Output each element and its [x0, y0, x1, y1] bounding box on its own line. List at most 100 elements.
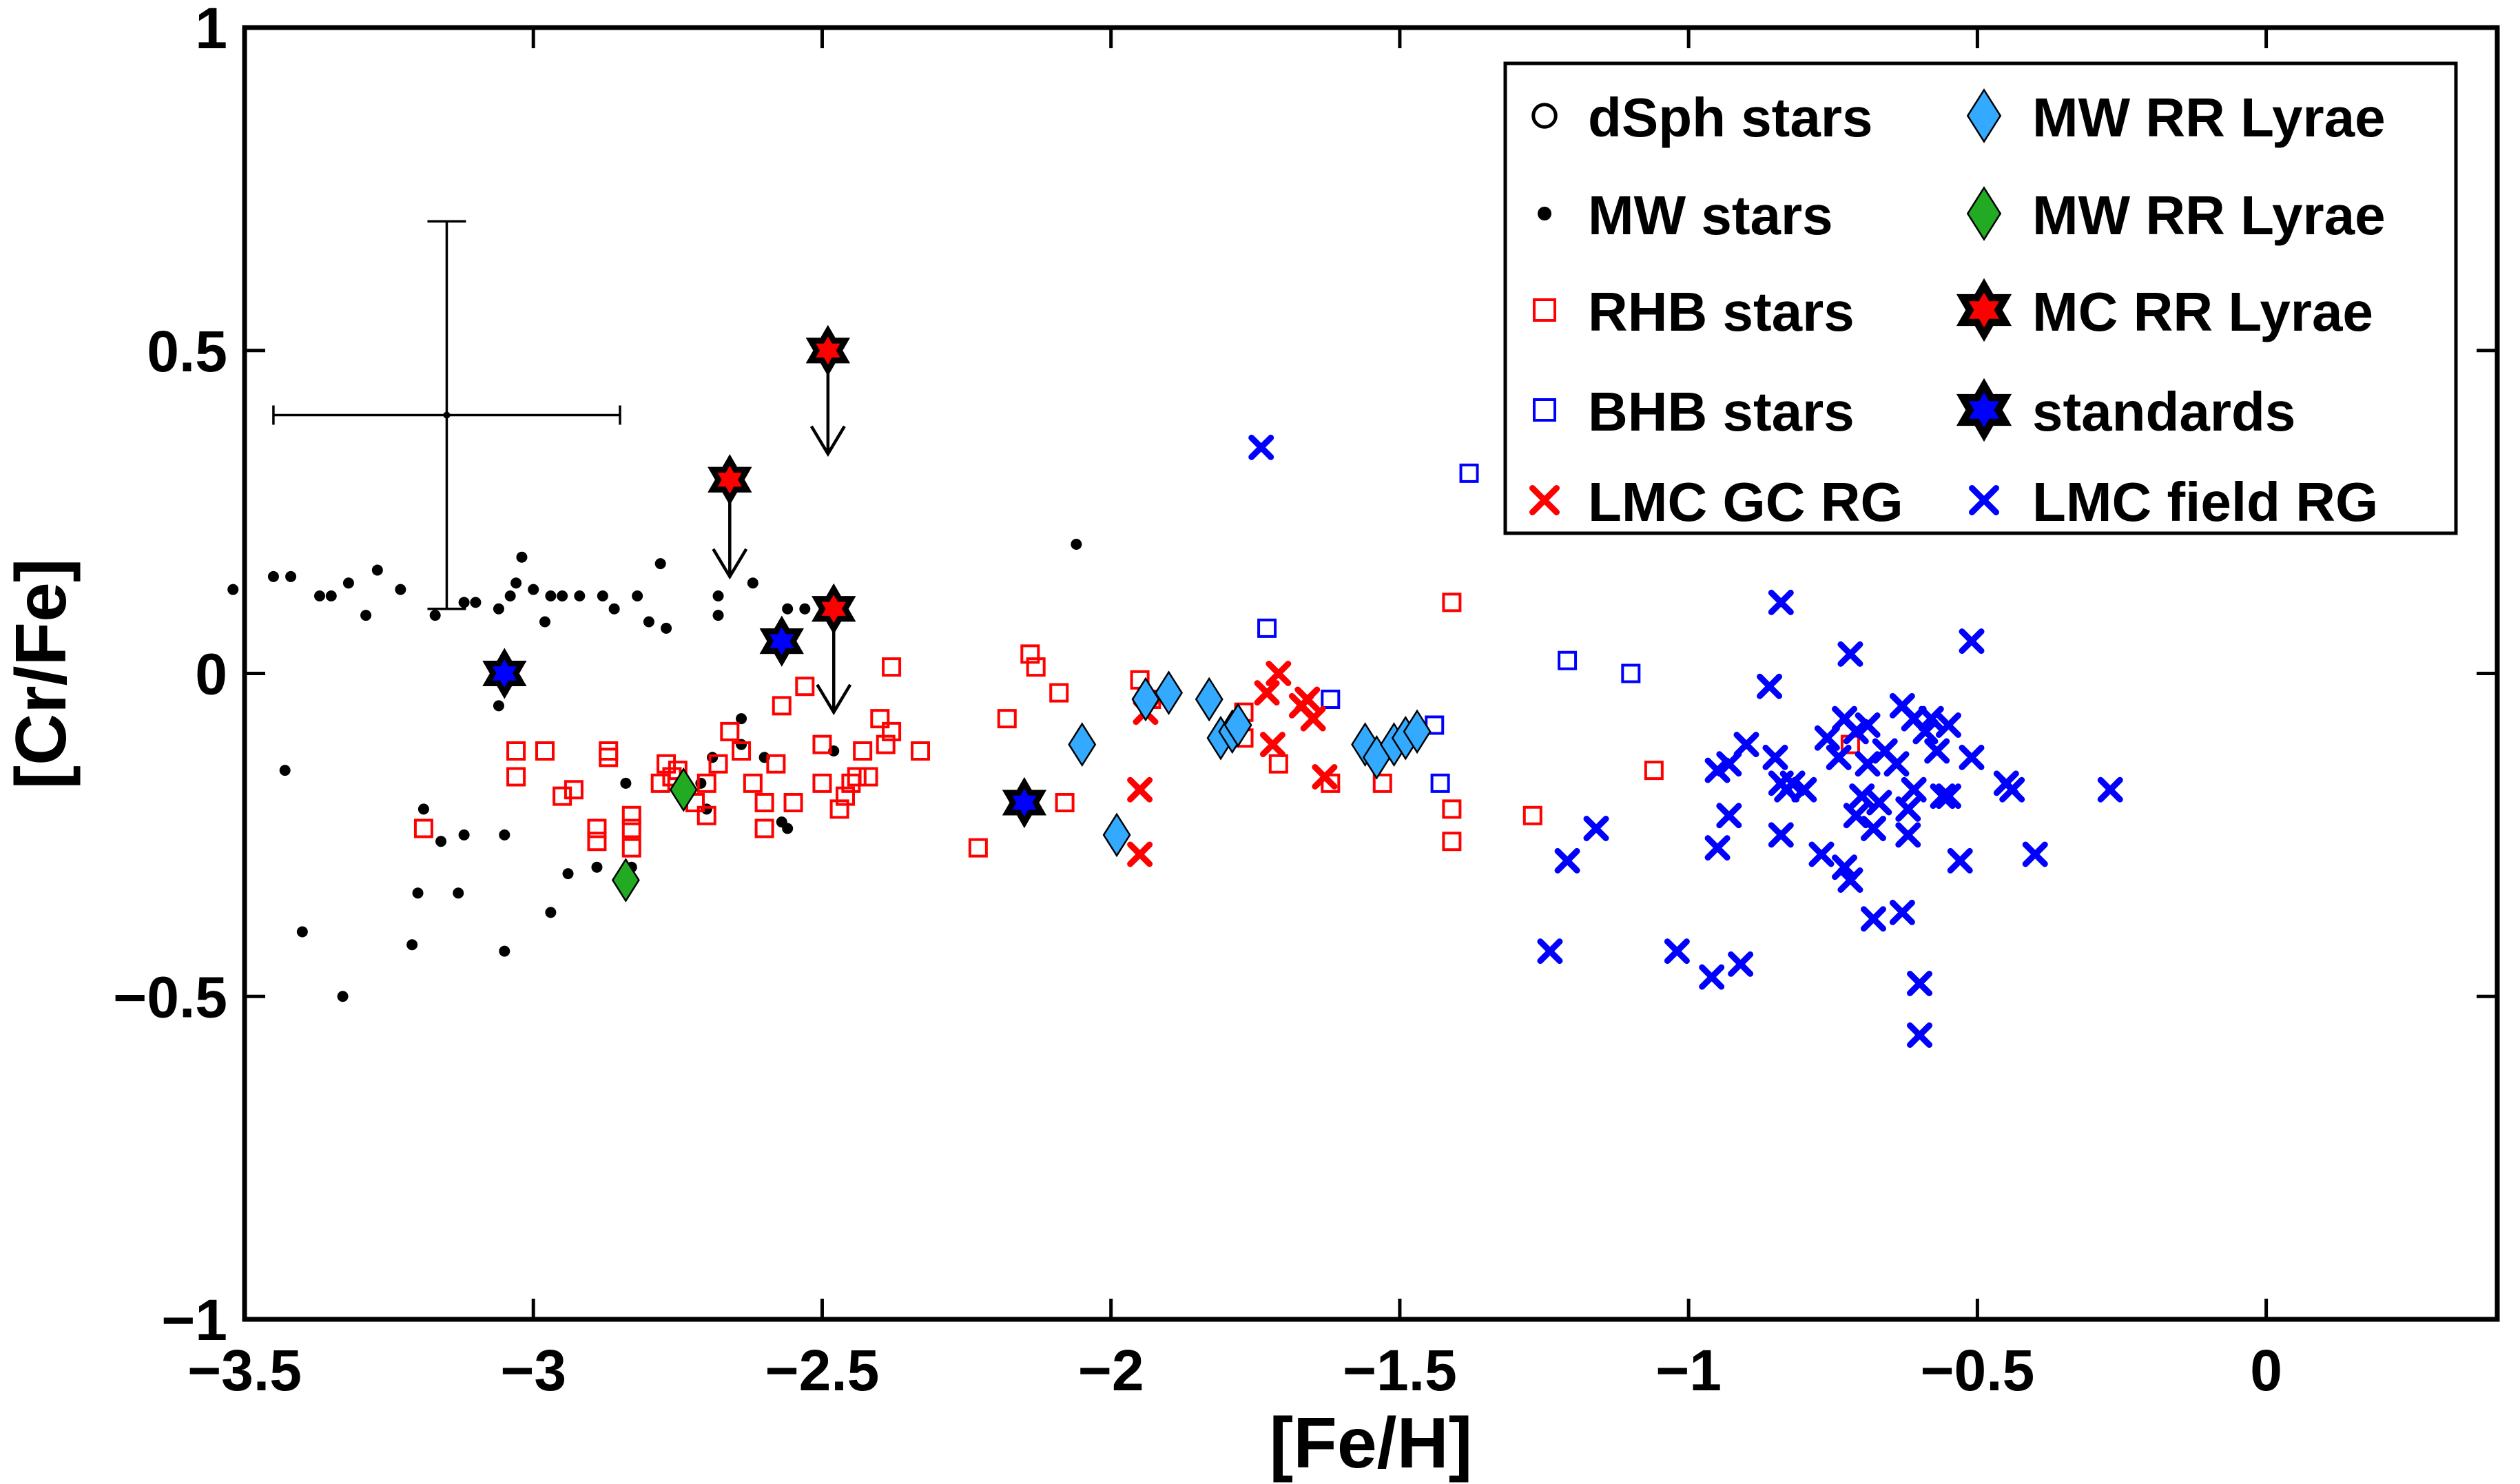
y-tick-label: 1 — [195, 0, 227, 61]
data-point — [504, 590, 516, 601]
legend-marker — [1969, 485, 1999, 515]
data-point — [1716, 751, 1742, 777]
data-point — [1924, 738, 1950, 764]
data-point — [1889, 899, 1915, 925]
data-point — [1779, 770, 1806, 796]
data-point — [720, 721, 740, 741]
legend: dSph stars MW stars RHB stars BHB stars LMC … — [1503, 61, 2458, 535]
data-point — [766, 754, 786, 774]
data-point — [1768, 589, 1794, 615]
data-point — [1704, 757, 1731, 783]
data-point — [754, 793, 774, 812]
data-point — [696, 805, 716, 825]
data-point — [493, 700, 504, 712]
legend-label: MW RR Lyrae — [2032, 185, 2386, 246]
data-point — [1131, 677, 1160, 722]
data-point — [1268, 754, 1288, 774]
data-point — [499, 945, 510, 957]
x-tick-label: −1.5 — [1343, 1338, 1457, 1403]
data-point — [621, 838, 641, 858]
data-point — [1294, 686, 1321, 712]
data-point — [429, 610, 441, 621]
x-tick-label: 0 — [2250, 1338, 2282, 1403]
x-tick-label: −3 — [500, 1338, 566, 1403]
data-point — [1699, 964, 1725, 990]
data-point — [847, 767, 867, 787]
data-point — [395, 584, 406, 595]
data-point — [279, 765, 291, 776]
data-point — [552, 786, 572, 806]
data-point — [650, 773, 670, 793]
ticks-layer: −3.5 −3 −2.5 −2 −1.5 −1 −0.5 0 −1 −0.5 0 0.5 1 — [113, 0, 2497, 1403]
data-point — [1704, 835, 1731, 861]
data-point — [1558, 650, 1578, 670]
data-point — [968, 838, 988, 858]
data-point — [747, 577, 758, 589]
data-point — [1127, 776, 1153, 803]
series-mw-stars — [227, 539, 1088, 1002]
data-point — [337, 991, 349, 1002]
data-point — [795, 677, 815, 697]
data-point — [1312, 764, 1338, 790]
data-point — [470, 597, 482, 608]
legend-marker — [1538, 207, 1551, 220]
data-point — [812, 773, 832, 793]
data-point — [1026, 657, 1046, 677]
x-axis-label: [Fe/H] — [1270, 1403, 1473, 1483]
data-point — [836, 786, 855, 806]
data-point-top-core — [816, 336, 840, 365]
x-tick-label: −2 — [1078, 1338, 1144, 1403]
data-point — [1814, 725, 1840, 751]
data-point — [591, 861, 603, 873]
data-point — [417, 803, 429, 815]
data-point — [2022, 841, 2048, 867]
data-point — [1808, 841, 1835, 867]
data-point — [564, 780, 583, 800]
data-point — [1621, 663, 1641, 683]
data-point — [853, 741, 873, 761]
data-point — [1860, 816, 1886, 841]
data-point — [858, 767, 878, 787]
x-tick-label: −3.5 — [187, 1338, 302, 1403]
legend-label: MW stars — [1588, 185, 1833, 246]
data-point — [812, 734, 832, 754]
data-point — [621, 818, 641, 838]
data-point — [574, 590, 586, 601]
data-point — [493, 603, 504, 615]
data-point — [754, 818, 774, 838]
data-point — [1254, 680, 1280, 706]
data-point — [413, 818, 433, 838]
series-mw-rr-lyrae — [1068, 670, 1432, 858]
data-point — [1644, 761, 1664, 781]
data-point — [997, 709, 1017, 729]
legend-label: standards — [2032, 381, 2295, 442]
data-point — [1537, 938, 1563, 965]
data-point — [661, 622, 672, 634]
data-point — [1860, 906, 1886, 932]
data-point — [782, 823, 794, 834]
data-point — [1102, 812, 1131, 858]
data-point — [657, 754, 677, 774]
data-point — [1935, 712, 1961, 738]
data-point — [1843, 803, 1869, 829]
data-point — [1442, 832, 1462, 852]
data-point — [708, 754, 728, 774]
data-point — [562, 868, 574, 880]
data-point — [1907, 971, 1933, 996]
data-point — [1855, 751, 1881, 777]
data-point — [1259, 732, 1285, 758]
marks-layer — [227, 220, 2123, 1048]
data-point — [545, 590, 557, 601]
legend-marker — [1966, 186, 2002, 241]
data-point — [1020, 644, 1040, 664]
data-point — [296, 926, 308, 938]
data-point — [882, 721, 902, 741]
legend-marker-core — [1969, 392, 1999, 428]
data-point-top-core — [1012, 788, 1037, 817]
data-point — [1300, 705, 1326, 732]
data-point-top-core — [717, 465, 742, 494]
data-point — [1959, 744, 1985, 770]
data-point — [876, 734, 896, 754]
data-point-top-core — [492, 659, 517, 688]
data-point — [1918, 705, 1944, 732]
